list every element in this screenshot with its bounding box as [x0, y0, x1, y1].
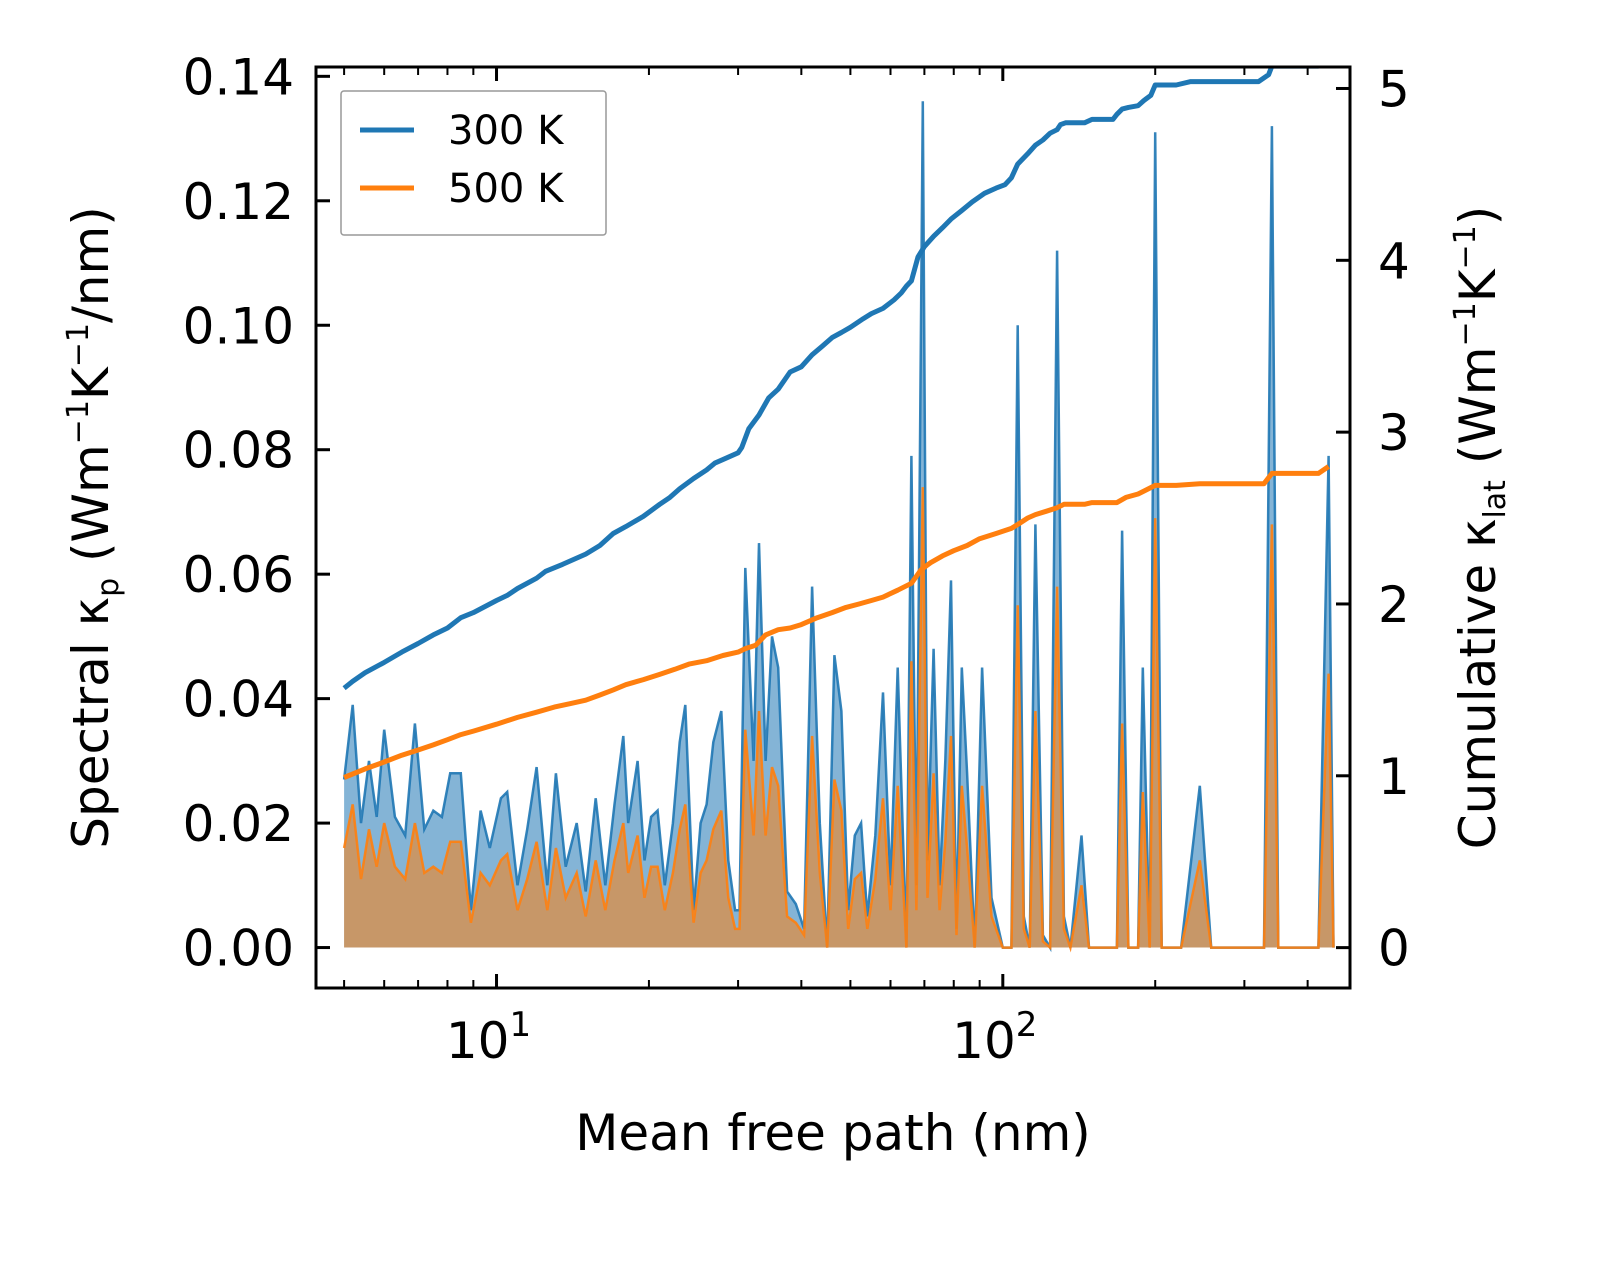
y-left-label-kappa: κ — [62, 597, 120, 626]
y-right-label-sup-b: −1 — [1448, 225, 1483, 269]
spectral-line-300k — [342, 101, 1335, 953]
y-left-label-units-a: (Wm — [62, 444, 120, 578]
y-left-label-prefix: Spectral — [62, 626, 120, 848]
y-left-label-units-c: /nm) — [62, 206, 120, 323]
y-left-label-sup-b: −1 — [61, 323, 96, 367]
y-axis-right-label: Cumulative κlat (Wm−1K−1) — [1448, 206, 1513, 850]
cumulative-line-500k — [343, 464, 1331, 780]
y-right-tick-label: 1 — [1378, 748, 1410, 806]
y-right-tick-label: 5 — [1378, 60, 1410, 118]
plot-frame — [314, 65, 1352, 990]
y-left-label-sup-a: −1 — [61, 400, 96, 444]
y-left-tick-label: 0.04 — [183, 671, 294, 729]
legend: 300 K 500 K — [340, 90, 607, 236]
y-right-tick-label: 0 — [1378, 920, 1410, 978]
cumulative-line-300k — [342, 67, 1321, 691]
spectral-area-300k — [344, 101, 1334, 948]
spectral-line-500k — [342, 487, 1335, 953]
y-left-label-kappa-sub: p — [91, 578, 126, 597]
y-right-label-units-c: ) — [1449, 206, 1507, 226]
legend-label-500k: 500 K — [448, 166, 565, 212]
y-left-tick-label: 0.06 — [183, 546, 294, 604]
y-axis-left-label: Spectral κp (Wm−1K−1/nm) — [61, 206, 126, 848]
x-tick-label: 102 — [952, 1005, 1037, 1070]
y-left-tick-label: 0.10 — [183, 297, 294, 355]
ticks-layer: 0.00 0.02 0.04 0.06 0.08 0.10 0.12 0.14 0 1 2 3 4 5 10… — [183, 48, 1410, 1070]
x-axis-label: Mean free path (nm) — [575, 1104, 1091, 1162]
y-right-tick-label: 4 — [1378, 232, 1410, 290]
y-right-tick-label: 3 — [1378, 404, 1410, 462]
y-right-label-units-b: K — [1449, 268, 1507, 302]
y-right-tick-label: 2 — [1378, 576, 1410, 634]
legend-label-300k: 300 K — [448, 108, 565, 154]
y-left-tick-label: 0.14 — [183, 48, 294, 106]
y-right-label-kappa: κ — [1449, 519, 1507, 548]
y-right-label-prefix: Cumulative — [1449, 548, 1507, 849]
series-layer — [342, 67, 1335, 953]
y-left-tick-label: 0.02 — [183, 795, 294, 853]
y-right-label-sup-a: −1 — [1448, 302, 1483, 346]
y-left-tick-label: 0.12 — [183, 173, 294, 231]
x-tick-label: 101 — [446, 1005, 531, 1070]
spectral-area-500k — [344, 487, 1334, 948]
y-left-tick-label: 0.08 — [183, 422, 294, 480]
y-right-label-kappa-sub: lat — [1478, 480, 1513, 519]
legend-box — [340, 90, 607, 236]
y-right-label-units-a: (Wm — [1449, 347, 1507, 481]
y-left-label-units-b: K — [62, 366, 120, 400]
y-left-tick-label: 0.00 — [183, 920, 294, 978]
